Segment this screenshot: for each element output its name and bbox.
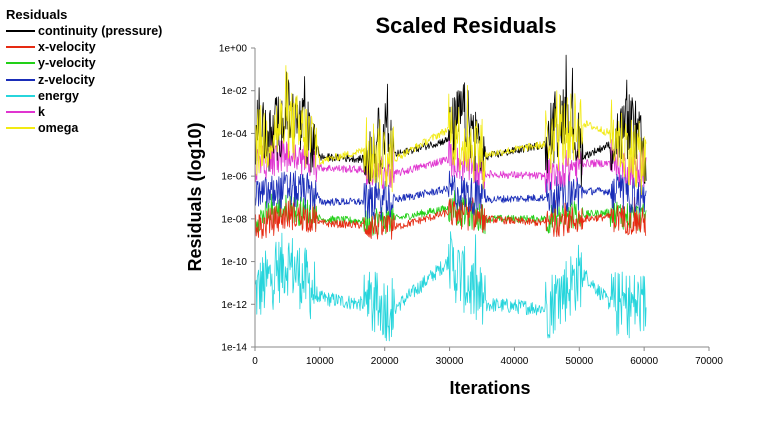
series-line (254, 195, 647, 242)
y-tick-label: 1e-08 (221, 214, 247, 225)
legend-swatch (6, 78, 35, 81)
legend-entry: k (6, 104, 162, 120)
y-axis-title: Residuals (log10) (185, 122, 205, 271)
legend-label: continuity (pressure) (38, 24, 163, 39)
y-tick-label: 1e-14 (221, 343, 247, 354)
legend-label: omega (38, 121, 79, 136)
plot-data (254, 54, 647, 342)
legend-swatch (6, 127, 35, 130)
x-tick-label: 50000 (565, 356, 593, 367)
x-tick-label: 70000 (695, 356, 723, 367)
series-line (254, 65, 647, 196)
y-tick-label: 1e-04 (221, 129, 247, 140)
legend-label: x-velocity (38, 40, 96, 55)
legend-swatch (6, 111, 35, 114)
legend-title: Residuals (6, 7, 68, 22)
y-tick-label: 1e+00 (219, 44, 248, 55)
x-axis-title: Iterations (449, 378, 530, 398)
x-tick-label: 60000 (630, 356, 658, 367)
y-tick-label: 1e-02 (221, 86, 247, 97)
legend-label: energy (38, 88, 79, 103)
chart-title: Scaled Residuals (376, 13, 557, 38)
legend-entry: z-velocity (6, 72, 162, 88)
legend: Residuals continuity (pressure) x-velocit… (6, 7, 162, 136)
legend-label: y-velocity (38, 56, 96, 71)
legend-label: z-velocity (38, 72, 95, 87)
legend-entry: y-velocity (6, 55, 162, 71)
x-tick-label: 0 (252, 356, 258, 367)
y-tick-label: 1e-10 (221, 257, 247, 268)
legend-label: k (38, 105, 45, 120)
legend-swatch (6, 46, 35, 49)
series-line (254, 231, 647, 342)
legend-swatch (6, 62, 35, 65)
legend-entries: continuity (pressure) x-velocity y-velocit… (6, 23, 162, 136)
legend-entry: energy (6, 88, 162, 104)
x-tick-label: 10000 (306, 356, 334, 367)
axes: 0 10000 20000 30000 40000 50000 60000 70000 1e+0… (219, 44, 723, 368)
legend-swatch (6, 94, 35, 97)
x-tick-label: 30000 (436, 356, 464, 367)
legend-entry: x-velocity (6, 39, 162, 55)
x-tick-label: 20000 (371, 356, 399, 367)
x-tick-label: 40000 (501, 356, 529, 367)
y-tick-label: 1e-06 (221, 172, 247, 183)
legend-entry: omega (6, 120, 162, 136)
y-tick-label: 1e-12 (221, 300, 247, 311)
legend-swatch (6, 30, 35, 33)
legend-entry: continuity (pressure) (6, 23, 162, 39)
